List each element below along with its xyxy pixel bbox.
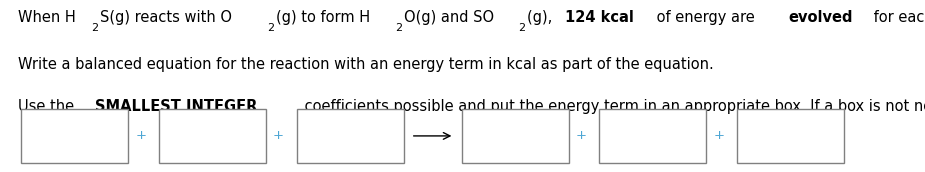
Text: S(g) reacts with O: S(g) reacts with O [100,10,232,25]
Text: (g) to form H: (g) to form H [277,10,370,25]
Text: Use the: Use the [18,99,79,114]
Text: (g),: (g), [527,10,557,25]
Text: When H: When H [18,10,76,25]
Text: 2: 2 [267,23,275,33]
Bar [737,109,845,163]
Text: coefficients possible and put the energy term in an appropriate box. If a box is: coefficients possible and put the energy… [301,99,925,114]
Text: 2: 2 [518,23,525,33]
Text: for each mole of: for each mole of [870,10,925,25]
Text: 124 kcal: 124 kcal [565,10,634,25]
Text: evolved: evolved [788,10,853,25]
Text: +: + [135,129,146,142]
Text: Write a balanced equation for the reaction with an energy term in kcal as part o: Write a balanced equation for the reacti… [18,57,714,72]
Bar [21,109,128,163]
Bar [159,109,265,163]
Text: +: + [575,129,586,142]
Bar [599,109,707,163]
Text: +: + [273,129,284,142]
Bar [462,109,569,163]
Text: +: + [713,129,724,142]
Text: 2: 2 [395,23,402,33]
Text: of energy are: of energy are [652,10,759,25]
Bar [297,109,403,163]
Text: O(g) and SO: O(g) and SO [404,10,495,25]
Text: SMALLEST INTEGER: SMALLEST INTEGER [95,99,257,114]
Text: 2: 2 [92,23,98,33]
